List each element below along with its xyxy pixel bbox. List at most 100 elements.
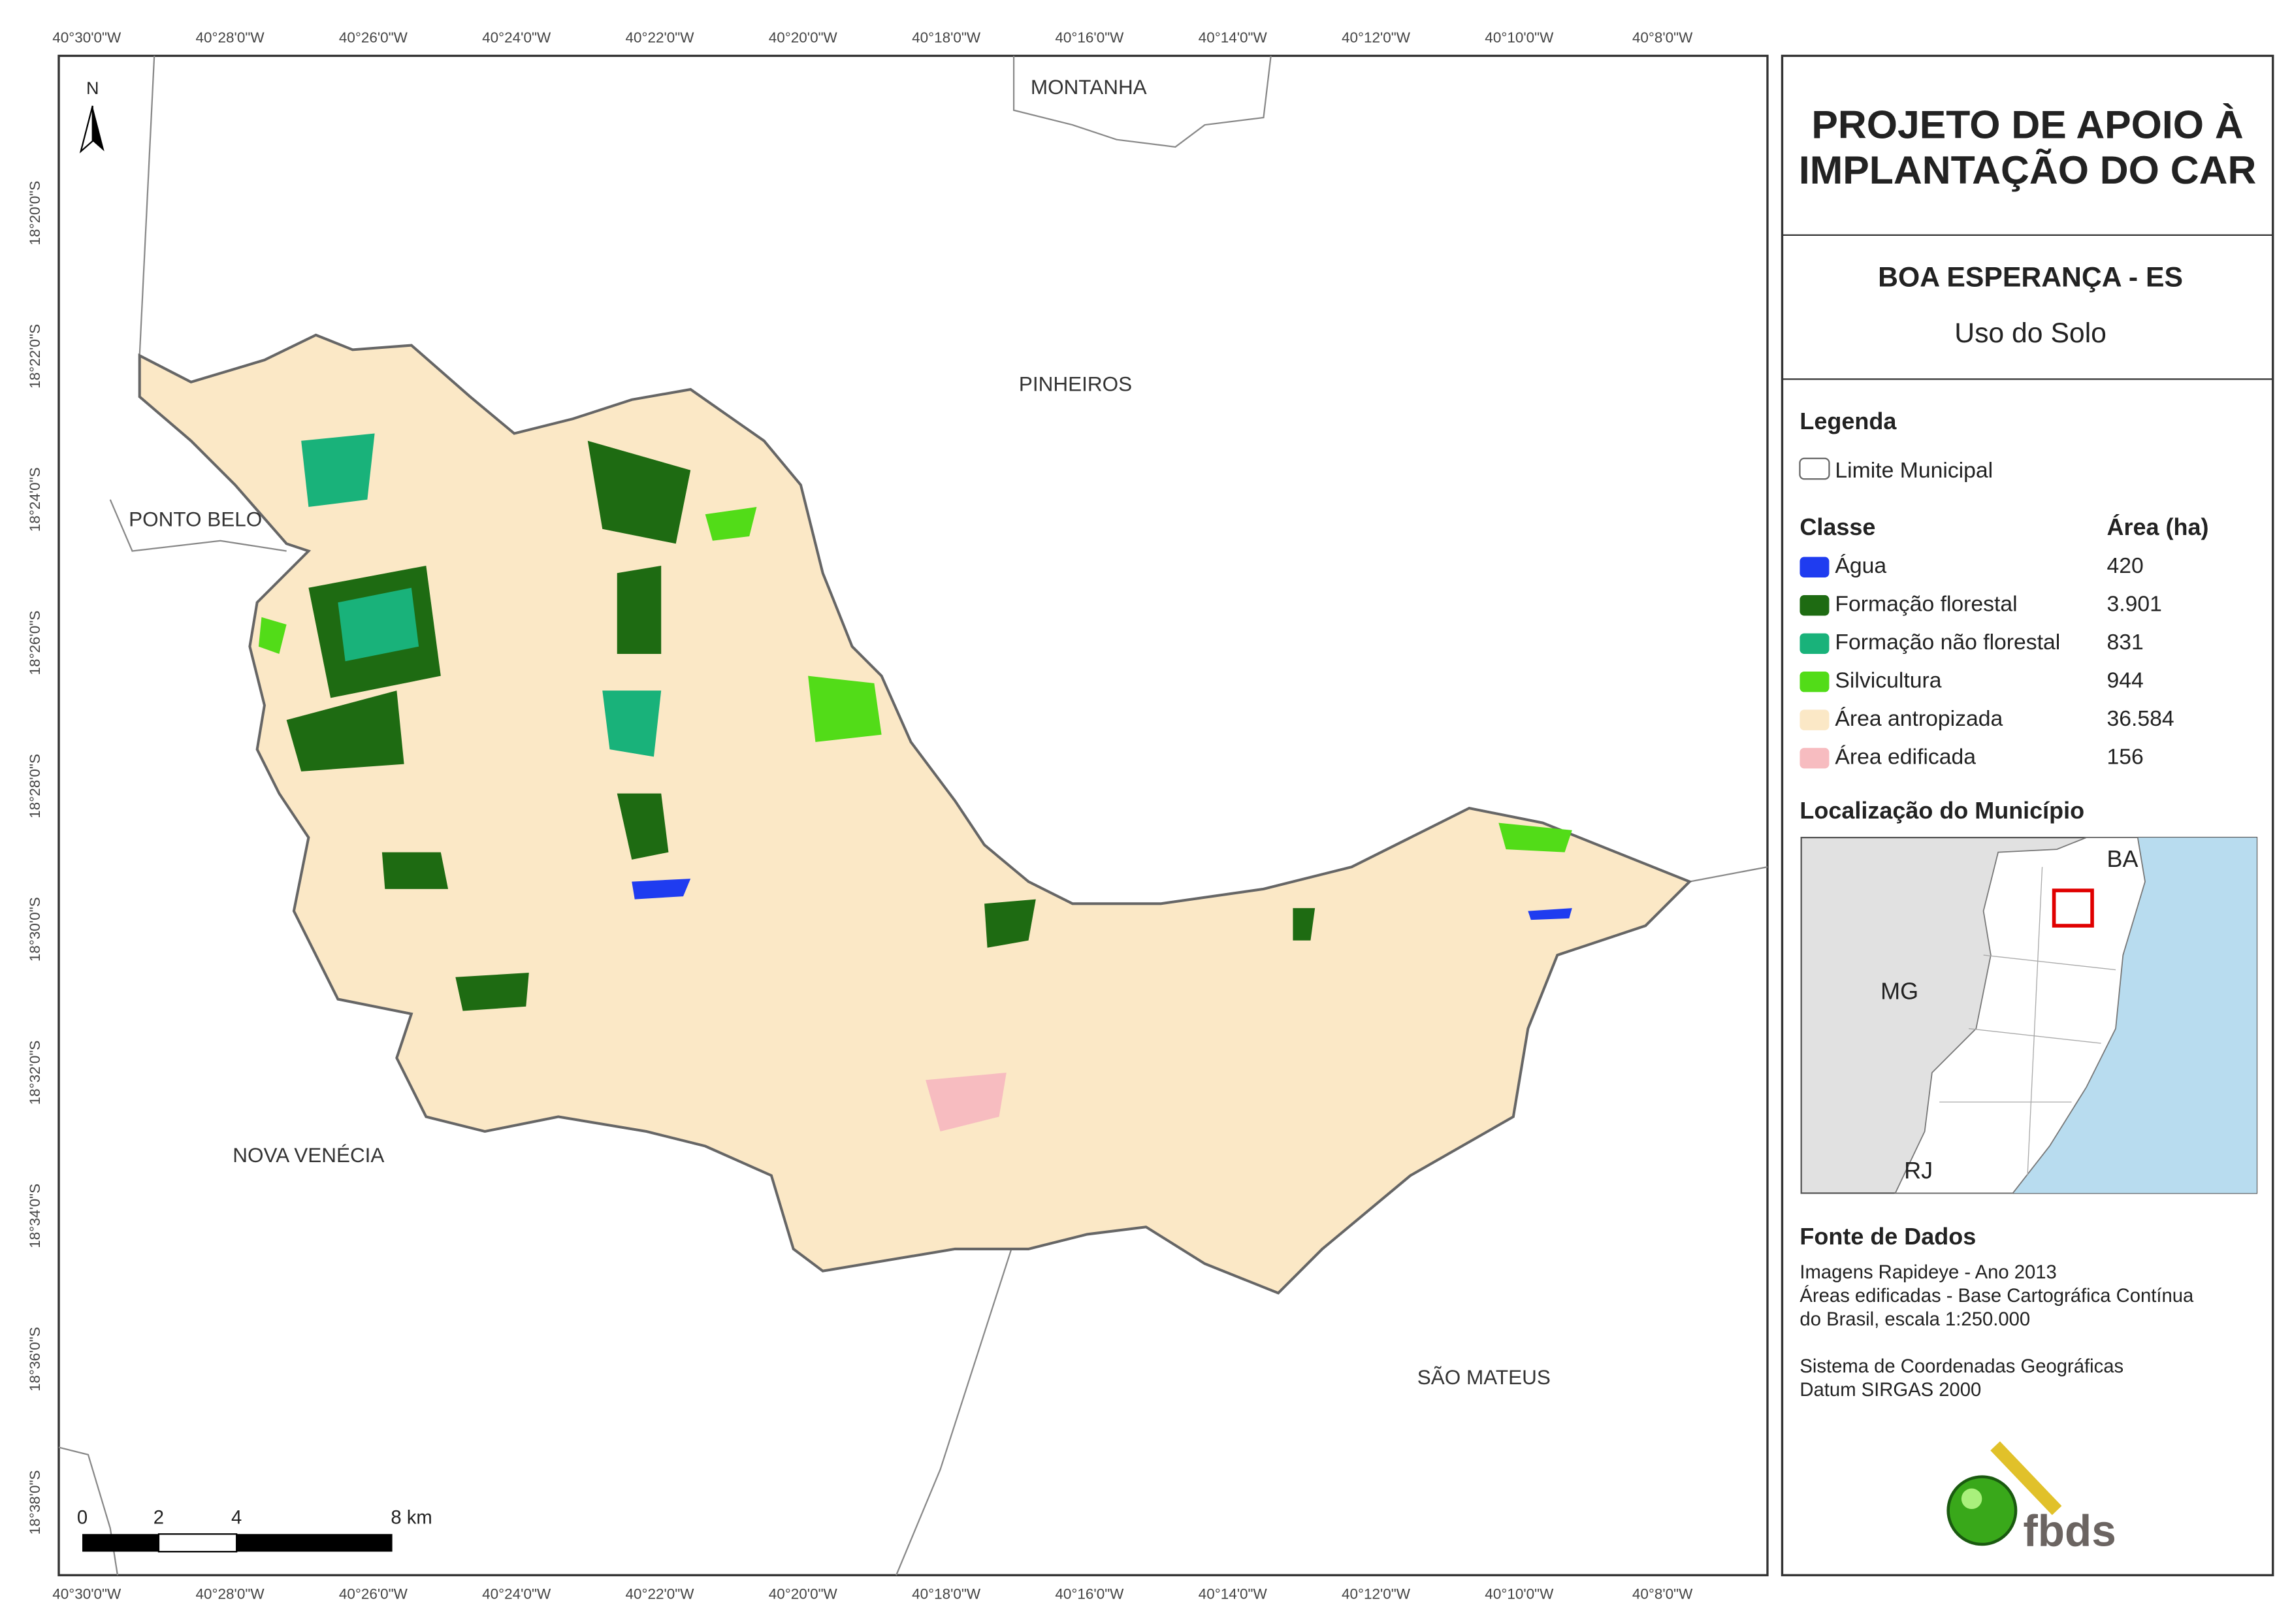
title-line: IMPLANTAÇÃO DO CAR <box>1799 148 2256 192</box>
legend-class: Área antropizada <box>1835 706 2003 731</box>
x-coord-label: 40°20'0"W <box>769 29 838 46</box>
scale-label: 4 <box>231 1508 242 1529</box>
y-coord-label: 18°24'0"S <box>27 467 43 532</box>
scale-labels: 0 2 4 8 km <box>77 1508 432 1529</box>
x-coord-label: 40°28'0"W <box>196 29 265 46</box>
legend-area: 831 <box>2107 630 2144 655</box>
x-coord-label: 40°12'0"W <box>1342 1585 1411 1602</box>
source-line: do Brasil, escala 1:250.000 <box>1800 1309 2030 1330</box>
municipality-area <box>138 333 1692 1295</box>
scale-label: 2 <box>153 1508 164 1529</box>
silviculture-patch <box>1498 822 1572 853</box>
legend-rows: Água 420 Formação florestal 3.901 Formação n… <box>1800 553 2174 770</box>
legend-swatch <box>1800 594 1830 616</box>
source-line: Datum SIRGAS 2000 <box>1800 1380 1981 1401</box>
x-coord-label: 40°14'0"W <box>1199 29 1268 46</box>
logo-highlight <box>1961 1488 1982 1510</box>
legend-swatch <box>1800 557 1830 577</box>
x-coord-label: 40°28'0"W <box>196 1585 265 1602</box>
scale-label: 0 <box>77 1508 88 1529</box>
x-coord-label: 40°18'0"W <box>912 29 981 46</box>
place-label: NOVA VENÉCIA <box>233 1143 384 1167</box>
x-coord-label: 40°24'0"W <box>482 1585 551 1602</box>
y-coord-label: 18°32'0"S <box>27 1041 43 1105</box>
boundary-swatch <box>1799 457 1830 480</box>
y-coord-label: 18°34'0"S <box>27 1184 43 1248</box>
forest-patch <box>617 793 669 860</box>
nonforest-patch <box>301 433 375 508</box>
municipality-name: BOA ESPERANÇA - ES <box>1878 262 2183 293</box>
area-header: Área (ha) <box>2107 513 2209 540</box>
forest-patch <box>455 973 529 1011</box>
inset-ocean <box>2012 837 2257 1194</box>
x-coord-label: 40°10'0"W <box>1485 29 1554 46</box>
x-coord-label: 40°18'0"W <box>912 1585 981 1602</box>
coordinate-labels: 40°30'0"W 40°30'0"W 40°28'0"W 40°28'0"W 40°2… <box>27 29 1693 1602</box>
land-use-patches <box>258 433 1572 1131</box>
place-label: MONTANHA <box>1031 75 1147 99</box>
legend-area: 156 <box>2107 745 2144 770</box>
boundary-line <box>109 499 287 552</box>
logo-bar <box>1990 1441 2062 1516</box>
x-coord-label: 40°30'0"W <box>52 1585 121 1602</box>
x-coord-label: 40°26'0"W <box>339 29 408 46</box>
legend-class: Formação florestal <box>1835 592 2017 617</box>
location-title: Localização do Município <box>1800 797 2084 824</box>
forest-patch <box>286 690 404 771</box>
boundary-line <box>1012 56 1272 148</box>
source-line: Imagens Rapideye - Ano 2013 <box>1800 1262 2056 1283</box>
legend-area: 3.901 <box>2107 592 2162 617</box>
legend-title: Legenda <box>1800 408 1897 434</box>
legend-swatch <box>1800 747 1830 769</box>
y-coord-label: 18°38'0"S <box>27 1470 43 1535</box>
north-arrow-right <box>92 105 105 152</box>
forest-patch <box>1293 908 1315 941</box>
inset-label: BA <box>2107 845 2139 872</box>
y-coord-label: 18°28'0"S <box>27 754 43 819</box>
nonforest-patch <box>602 690 662 757</box>
water-patch <box>1528 908 1572 920</box>
legend-swatch <box>1800 633 1830 654</box>
inset-label: RJ <box>1904 1157 1933 1184</box>
place-labels: MONTANHA PINHEIROS PONTO BELO NOVA VENÉCIA S… <box>129 75 1551 1389</box>
water-patch <box>632 879 691 900</box>
forest-patch <box>381 852 449 889</box>
y-coord-label: 18°36'0"S <box>27 1327 43 1391</box>
legend-swatch <box>1800 709 1830 730</box>
source-line: Sistema de Coordenadas Geográficas <box>1800 1356 2123 1377</box>
x-coord-label: 40°14'0"W <box>1199 1585 1268 1602</box>
silviculture-patch <box>258 617 287 654</box>
forest-patch <box>617 565 662 654</box>
class-header: Classe <box>1800 513 1875 540</box>
source-line: Áreas edificadas - Base Cartográfica Con… <box>1800 1285 2194 1307</box>
forest-patch <box>587 440 691 544</box>
nonforest-patch <box>338 587 419 662</box>
silviculture-patch <box>705 507 757 541</box>
x-coord-label: 40°20'0"W <box>769 1585 838 1602</box>
boundary-label: Limite Municipal <box>1835 458 1993 483</box>
scale-segment <box>236 1534 393 1552</box>
legend-class: Silvicultura <box>1835 668 1941 693</box>
legend-class: Área edificada <box>1835 745 1976 770</box>
logo-circle <box>1946 1475 2018 1546</box>
place-label: PONTO BELO <box>129 507 262 530</box>
y-coord-label: 18°30'0"S <box>27 897 43 962</box>
place-label: PINHEIROS <box>1019 372 1132 395</box>
north-label: N <box>86 78 99 98</box>
boundary-line <box>138 56 155 356</box>
silviculture-patch <box>808 675 882 742</box>
legend-area: 944 <box>2107 668 2144 693</box>
y-coord-label: 18°26'0"S <box>27 611 43 675</box>
x-coord-label: 40°10'0"W <box>1485 1585 1554 1602</box>
scale-segment <box>82 1534 159 1552</box>
inset-municipal-lines <box>1939 867 2116 1176</box>
x-coord-label: 40°8'0"W <box>1632 1585 1693 1602</box>
legend-class: Formação não florestal <box>1835 630 2060 655</box>
boundary-line <box>1689 866 1768 883</box>
legend-swatch <box>1800 671 1830 692</box>
x-coord-label: 40°22'0"W <box>625 29 694 46</box>
map-subtitle: Uso do Solo <box>1954 317 2106 349</box>
